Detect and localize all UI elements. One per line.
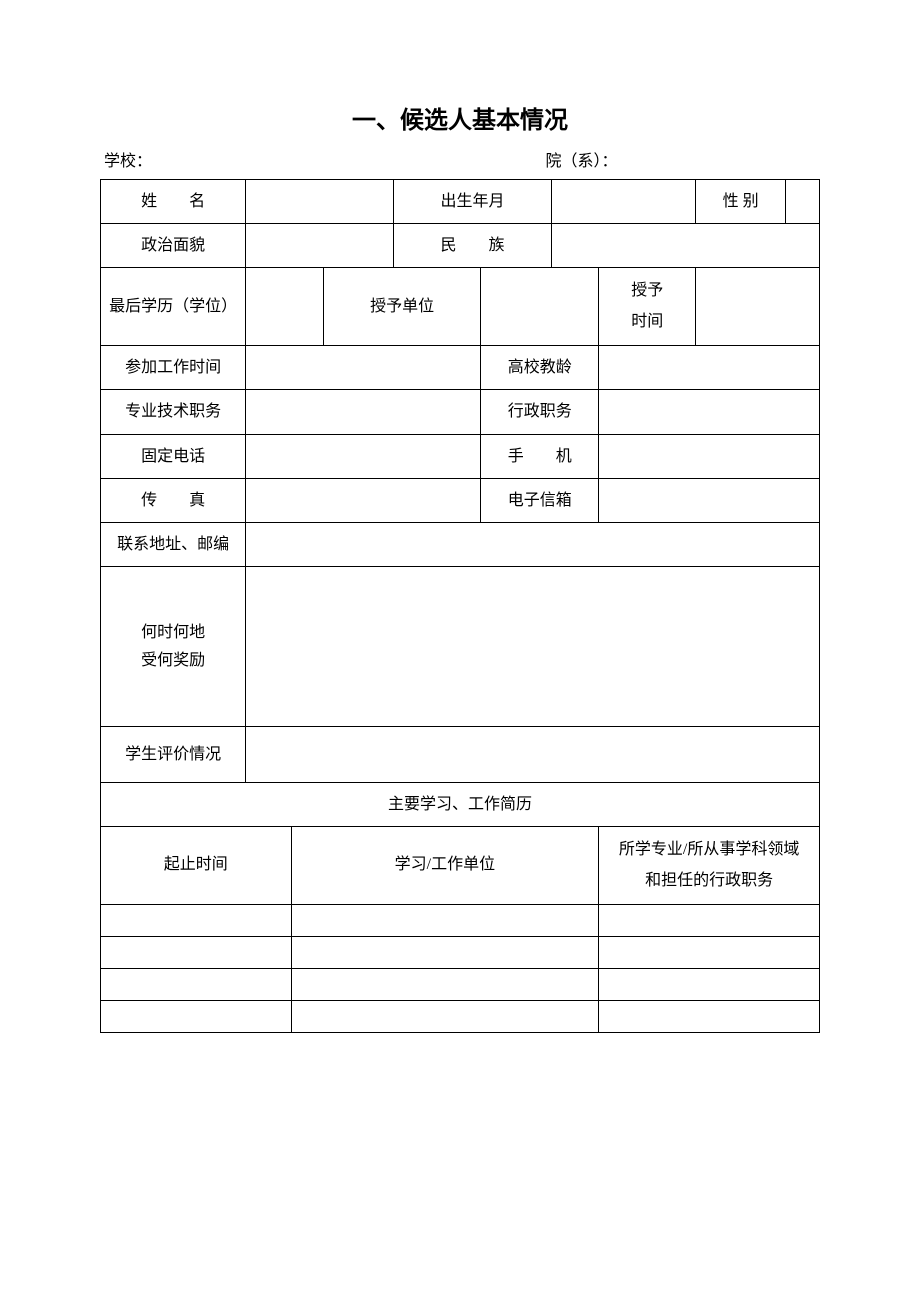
- row-phone: 固定电话 手 机: [101, 434, 820, 478]
- resume-major[interactable]: [599, 937, 820, 969]
- label-major: 所学专业/所从事学科领域 和担任的行政职务: [599, 827, 820, 905]
- label-org: 学习/工作单位: [291, 827, 599, 905]
- label-grant-time-l2: 时间: [631, 313, 663, 330]
- page-title: 一、候选人基本情况: [100, 100, 820, 135]
- resume-major[interactable]: [599, 905, 820, 937]
- resume-row-1: [101, 937, 820, 969]
- value-fax[interactable]: [246, 478, 481, 522]
- row-protitle: 专业技术职务 行政职务: [101, 390, 820, 434]
- label-grant-time-l1: 授予: [631, 282, 663, 299]
- value-phone[interactable]: [246, 434, 481, 478]
- row-studenteval: 学生评价情况: [101, 727, 820, 783]
- value-ethnicity[interactable]: [552, 224, 820, 268]
- label-degree: 最后学历（学位）: [101, 268, 246, 346]
- label-name: 姓 名: [101, 180, 246, 224]
- label-mobile: 手 机: [481, 434, 599, 478]
- label-admintitle: 行政职务: [481, 390, 599, 434]
- value-degree[interactable]: [246, 268, 324, 346]
- row-name: 姓 名 出生年月 性 别: [101, 180, 820, 224]
- row-degree: 最后学历（学位） 授予单位 授予 时间: [101, 268, 820, 346]
- label-birth: 出生年月: [393, 180, 552, 224]
- label-fax: 传 真: [101, 478, 246, 522]
- label-studenteval: 学生评价情况: [101, 727, 246, 783]
- value-admintitle[interactable]: [599, 390, 820, 434]
- resume-org[interactable]: [291, 937, 599, 969]
- resume-period[interactable]: [101, 1001, 292, 1033]
- resume-period[interactable]: [101, 937, 292, 969]
- value-teachage[interactable]: [599, 346, 820, 390]
- label-ethnicity: 民 族: [393, 224, 552, 268]
- candidate-form-table: 姓 名 出生年月 性 别 政治面貌 民 族 最后学历（学位） 授予单位 授予 时…: [100, 179, 820, 1033]
- label-major-l2: 和担任的行政职务: [645, 872, 773, 889]
- resume-org[interactable]: [291, 1001, 599, 1033]
- resume-period[interactable]: [101, 969, 292, 1001]
- resume-row-2: [101, 969, 820, 1001]
- resume-period[interactable]: [101, 905, 292, 937]
- value-gender[interactable]: [786, 180, 820, 224]
- label-political: 政治面貌: [101, 224, 246, 268]
- label-awards-l2: 受何奖励: [141, 652, 205, 669]
- label-gender: 性 别: [696, 180, 786, 224]
- school-label: 学校：: [104, 147, 545, 171]
- label-protitle: 专业技术职务: [101, 390, 246, 434]
- row-awards: 何时何地 受何奖励: [101, 567, 820, 727]
- label-grant-unit: 授予单位: [323, 268, 480, 346]
- resume-row-3: [101, 1001, 820, 1033]
- label-address: 联系地址、邮编: [101, 522, 246, 566]
- dept-label: 院（系）：: [545, 147, 816, 171]
- value-name[interactable]: [246, 180, 393, 224]
- label-email: 电子信箱: [481, 478, 599, 522]
- header-row: 学校： 院（系）：: [100, 147, 820, 171]
- resume-org[interactable]: [291, 905, 599, 937]
- label-phone: 固定电话: [101, 434, 246, 478]
- value-studenteval[interactable]: [246, 727, 820, 783]
- resume-org[interactable]: [291, 969, 599, 1001]
- label-major-l1: 所学专业/所从事学科领域: [619, 841, 799, 858]
- label-awards-l1: 何时何地: [141, 624, 205, 641]
- row-political: 政治面貌 民 族: [101, 224, 820, 268]
- row-address: 联系地址、邮编: [101, 522, 820, 566]
- label-grant-time: 授予 时间: [599, 268, 696, 346]
- value-grant-unit[interactable]: [481, 268, 599, 346]
- row-resume-cols: 起止时间 学习/工作单位 所学专业/所从事学科领域 和担任的行政职务: [101, 827, 820, 905]
- value-workstart[interactable]: [246, 346, 481, 390]
- value-political[interactable]: [246, 224, 393, 268]
- label-awards: 何时何地 受何奖励: [101, 567, 246, 727]
- label-resume-header: 主要学习、工作简历: [101, 783, 820, 827]
- value-address[interactable]: [246, 522, 820, 566]
- resume-row-0: [101, 905, 820, 937]
- label-workstart: 参加工作时间: [101, 346, 246, 390]
- resume-major[interactable]: [599, 1001, 820, 1033]
- value-protitle[interactable]: [246, 390, 481, 434]
- value-grant-time[interactable]: [696, 268, 820, 346]
- resume-major[interactable]: [599, 969, 820, 1001]
- value-email[interactable]: [599, 478, 820, 522]
- row-fax: 传 真 电子信箱: [101, 478, 820, 522]
- row-workstart: 参加工作时间 高校教龄: [101, 346, 820, 390]
- row-resume-header: 主要学习、工作简历: [101, 783, 820, 827]
- value-awards[interactable]: [246, 567, 820, 727]
- value-birth[interactable]: [552, 180, 696, 224]
- value-mobile[interactable]: [599, 434, 820, 478]
- label-period: 起止时间: [101, 827, 292, 905]
- label-teachage: 高校教龄: [481, 346, 599, 390]
